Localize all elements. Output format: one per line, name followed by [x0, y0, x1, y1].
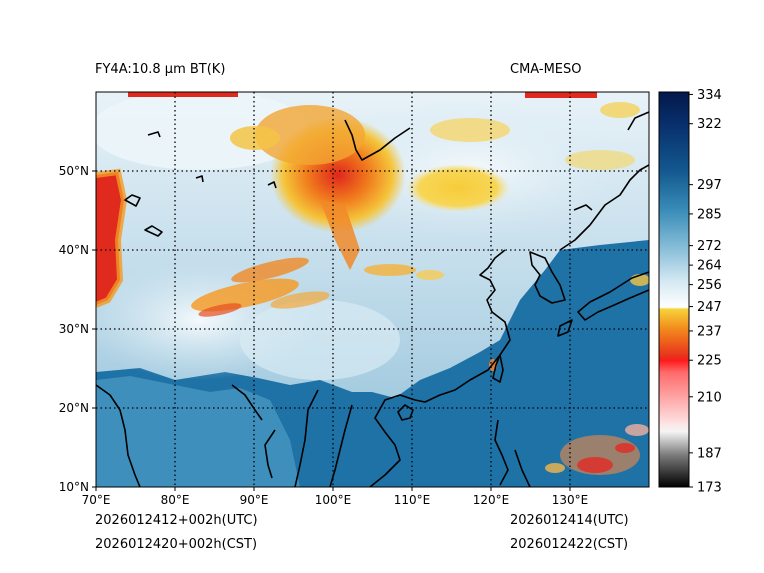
map-frame	[95, 91, 650, 488]
lat-tick-label: 10°N	[59, 480, 89, 494]
lake-baikal	[344, 119, 411, 161]
lon-tick-label: 130°E	[552, 493, 589, 507]
title-left: FY4A:10.8 µm BT(K)	[95, 62, 226, 77]
title-right: CMA-MESO	[510, 62, 582, 77]
colorbar-frame	[658, 91, 690, 488]
colorbar-tick-label: 272	[697, 239, 722, 254]
colorbar-tick-label: 237	[697, 324, 722, 339]
north-edge-cloud-west	[128, 92, 238, 97]
tibet-cloud-streaks	[191, 257, 444, 317]
mongolia-cloud-tail	[320, 200, 360, 270]
colorbar-tick-label: 225	[697, 354, 722, 369]
coast-china-east	[414, 249, 511, 403]
colorbar-tick-label: 264	[697, 259, 722, 274]
mongolia-cloud-north	[255, 105, 365, 165]
colorbar-tick-label: 334	[697, 88, 722, 103]
lon-tick-label: 100°E	[315, 493, 352, 507]
coast-hainan	[397, 404, 414, 421]
lon-tick-label: 70°E	[82, 493, 111, 507]
valid-time-cst: 2026012422(CST)	[510, 537, 629, 552]
coast-russia-east	[559, 164, 649, 251]
lat-tick-label: 40°N	[59, 243, 89, 257]
valid-time-utc: 2026012414(UTC)	[510, 513, 629, 528]
init-time-utc: 2026012412+002h(UTC)	[95, 513, 258, 528]
lon-tick-label: 120°E	[473, 493, 510, 507]
coast-taiwan	[492, 354, 504, 383]
lat-tick-label: 50°N	[59, 164, 89, 178]
lon-tick-label: 90°E	[240, 493, 269, 507]
coast-korea	[529, 251, 566, 304]
sichuan-cloud	[240, 300, 400, 380]
coast-indochina	[369, 394, 416, 487]
latitude-axis: 10°N 20°N 30°N 40°N 50°N	[59, 164, 96, 494]
colorbar-tick-label: 322	[697, 117, 722, 132]
colorbar-tick-label: 297	[697, 178, 722, 193]
lat-tick-label: 30°N	[59, 322, 89, 336]
coast-sakhalin	[627, 111, 649, 131]
coast-philippines	[494, 419, 531, 487]
colorbar-tick-label: 256	[697, 278, 722, 293]
coast-india	[96, 384, 141, 487]
pacific-convection	[545, 424, 649, 475]
colorbar-tick-label: 173	[697, 481, 722, 496]
colorbar: 334 322 297 285 272 264 256 247 237 225 210 187 173	[658, 88, 722, 496]
india-region	[96, 376, 300, 487]
lake-balkhash	[144, 225, 163, 237]
colorbar-gradient	[659, 92, 689, 487]
colorbar-tick-label: 210	[697, 390, 722, 405]
north-edge-cloud-east	[525, 92, 597, 98]
colorbar-tick-label: 187	[697, 446, 722, 461]
colorbar-ticks: 334 322 297 285 272 264 256 247 237 225 210 187 173	[689, 88, 722, 496]
lat-tick-label: 20°N	[59, 401, 89, 415]
lon-tick-label: 110°E	[394, 493, 431, 507]
coast-japan	[577, 271, 649, 321]
colorbar-tick-label: 247	[697, 300, 722, 315]
kazakh-pale-cloud	[96, 92, 310, 170]
graticule	[96, 92, 649, 487]
northeast-yellow-cloud	[406, 164, 510, 212]
satellite-image	[96, 92, 649, 487]
lon-tick-label: 80°E	[161, 493, 190, 507]
colorbar-tick-label: 285	[697, 207, 722, 222]
longitude-axis: 70°E 80°E 90°E 100°E 110°E 120°E 130°E	[82, 487, 589, 507]
init-time-cst: 2026012420+002h(CST)	[95, 537, 258, 552]
